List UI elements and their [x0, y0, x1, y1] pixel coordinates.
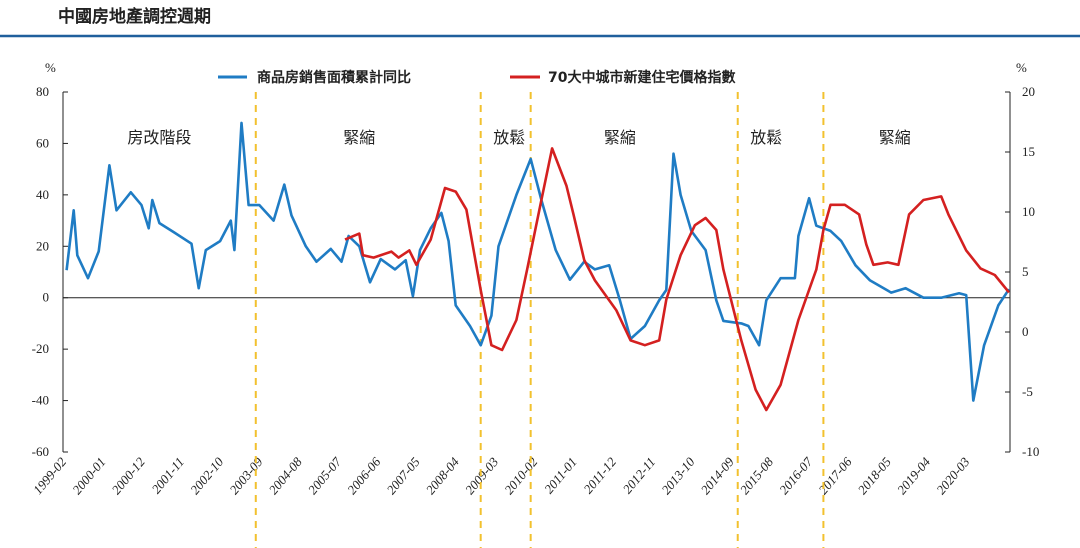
- x-tick-label: 2008-04: [423, 454, 463, 497]
- x-tick-label: 2009-03: [462, 454, 502, 497]
- left-tick-label: 0: [43, 290, 50, 305]
- x-tick-label: 2000-12: [108, 454, 148, 497]
- phase-label: 緊縮: [604, 128, 636, 147]
- right-unit: %: [1016, 60, 1027, 75]
- x-tick-label: 2012-11: [620, 454, 659, 496]
- phase-label: 放鬆: [750, 128, 782, 147]
- x-tick-label: 2003-09: [226, 454, 266, 497]
- x-tick-label: 2020-03: [933, 454, 973, 497]
- left-tick-label: -20: [32, 341, 49, 356]
- x-tick-label: 2000-01: [69, 454, 108, 497]
- right-tick-label: 5: [1022, 264, 1029, 279]
- x-tick-label: 1999-02: [30, 454, 70, 497]
- left-tick-label: -40: [32, 393, 49, 408]
- x-tick-label: 2011-12: [580, 454, 619, 496]
- x-tick-label: 2013-10: [658, 454, 698, 497]
- legend: 商品房銷售面積累計同比 70大中城市新建住宅價格指數: [218, 69, 735, 86]
- x-tick-label: 2006-06: [344, 454, 384, 497]
- phase-label: 放鬆: [493, 128, 525, 147]
- left-tick-label: 20: [36, 238, 49, 253]
- series-line-price-index: [344, 147, 1011, 412]
- x-tick-label: 2015-08: [737, 454, 777, 497]
- x-tick-label: 2002-10: [187, 454, 227, 497]
- x-tick-label: 2018-05: [855, 454, 895, 497]
- phase-label: 緊縮: [879, 128, 911, 147]
- left-tick-label: -60: [32, 444, 49, 459]
- x-tick-label: 2019-04: [894, 454, 934, 497]
- legend-label-price: 70大中城市新建住宅價格指數: [548, 69, 735, 86]
- x-tick-label: 2007-05: [383, 454, 423, 497]
- phase-label: 房改階段: [127, 128, 191, 147]
- x-tick-label: 2005-07: [305, 454, 345, 497]
- x-tick-label: 2004-08: [266, 454, 306, 497]
- right-tick-label: -5: [1022, 384, 1033, 399]
- right-tick-label: -10: [1022, 444, 1039, 459]
- x-tick-label: 2014-09: [698, 454, 738, 497]
- x-tick-label: 2011-01: [541, 454, 580, 496]
- right-tick-label: 10: [1022, 204, 1035, 219]
- phase-label: 緊縮: [343, 128, 375, 147]
- chart-title: 中國房地產調控週期: [58, 6, 211, 27]
- series-line-sales-area: [65, 121, 1011, 402]
- legend-label-sales: 商品房銷售面積累計同比: [257, 69, 411, 86]
- left-tick-label: 40: [36, 187, 49, 202]
- left-unit: %: [45, 60, 56, 75]
- left-tick-label: 80: [36, 84, 49, 99]
- x-tick-label: 2017-06: [815, 454, 855, 497]
- x-tick-label: 2010-02: [501, 454, 541, 497]
- right-tick-label: 15: [1022, 144, 1035, 159]
- right-tick-label: 20: [1022, 84, 1035, 99]
- left-tick-label: 60: [36, 135, 49, 150]
- x-tick-label: 2016-07: [776, 454, 816, 497]
- x-tick-label: 2001-11: [148, 454, 187, 496]
- right-tick-label: 0: [1022, 324, 1029, 339]
